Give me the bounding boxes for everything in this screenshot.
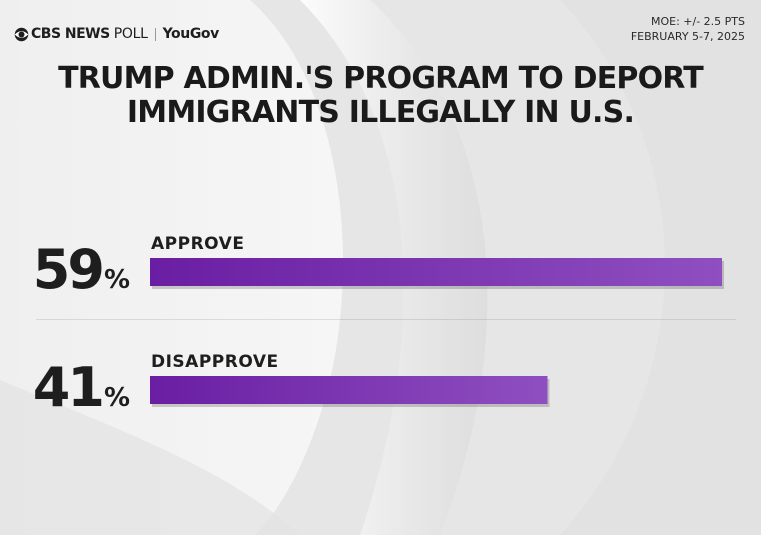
bar-disapprove bbox=[150, 376, 548, 404]
brand-yougov: YouGov bbox=[162, 26, 220, 42]
poll-meta: MOE: +/- 2.5 PTS FEBRUARY 5-7, 2025 bbox=[631, 14, 745, 44]
value-unit-disapprove: % bbox=[104, 383, 130, 413]
value-number-disapprove: 41 bbox=[33, 356, 102, 419]
brand-cbs-news: CBS NEWS bbox=[31, 26, 110, 42]
value-number-approve: 59 bbox=[33, 238, 103, 301]
margin-of-error: MOE: +/- 2.5 PTS bbox=[650, 15, 745, 28]
poll-dates: FEBRUARY 5-7, 2025 bbox=[630, 30, 745, 43]
row-divider bbox=[36, 319, 736, 320]
bars-layer: APPROVE 59% DISAPPROVE 41% bbox=[33, 234, 724, 419]
brand-header: CBS NEWS POLL YouGov bbox=[14, 26, 219, 42]
value-label-disapprove: 41% bbox=[33, 356, 130, 419]
category-label-approve: APPROVE bbox=[151, 234, 244, 254]
chart-title: TRUMP ADMIN.'S PROGRAM TO DEPORT IMMIGRA… bbox=[0, 62, 761, 130]
brand-separator bbox=[154, 27, 156, 41]
value-unit-approve: % bbox=[104, 265, 130, 295]
chart-title-line-1: TRUMP ADMIN.'S PROGRAM TO DEPORT bbox=[58, 61, 704, 96]
chart-title-line-2: IMMIGRANTS ILLEGALLY IN U.S. bbox=[126, 95, 635, 130]
category-label-disapprove: DISAPPROVE bbox=[151, 352, 279, 372]
bar-approve bbox=[150, 258, 722, 286]
value-label-approve: 59% bbox=[33, 238, 130, 301]
brand-poll: POLL bbox=[113, 26, 148, 42]
cbs-eye-icon bbox=[14, 27, 29, 41]
